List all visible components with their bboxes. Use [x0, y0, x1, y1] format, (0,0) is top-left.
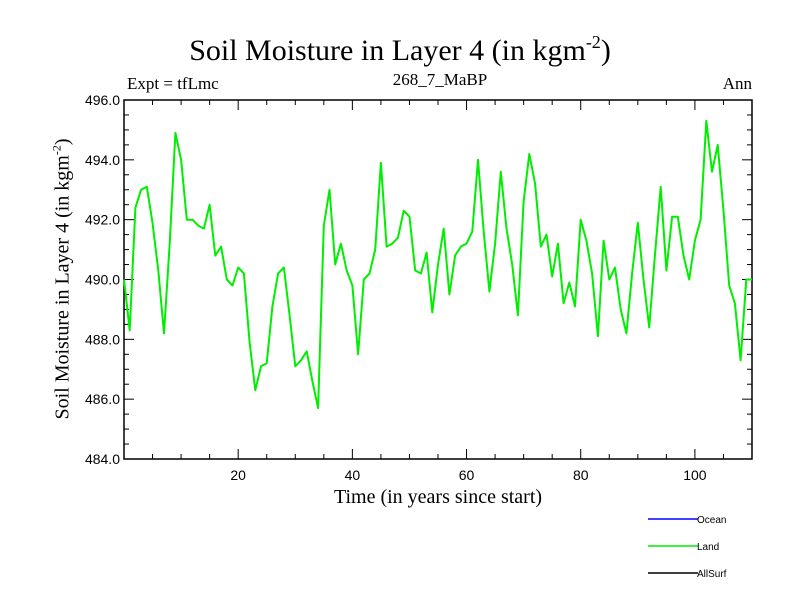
plot-frame	[123, 99, 753, 460]
series-group	[123, 119, 752, 410]
y-tick-label: 490.0	[85, 272, 120, 288]
x-tick-label: 60	[459, 467, 475, 483]
season-label: Ann	[722, 74, 752, 93]
axes: 484.0 486.0 488.0 490.0 492.0 494.0 496.0 20 40 6…	[85, 92, 753, 483]
y-tick-label: 494.0	[85, 152, 120, 168]
run-label: 268_7_MaBP	[392, 70, 488, 89]
legend-label-ocean: Ocean	[697, 515, 726, 526]
expt-label: Expt = tfLmc	[127, 74, 219, 93]
legend-label-land: Land	[697, 542, 719, 553]
chart-title: Soil Moisture in Layer 4 (in kgm-2)	[0, 32, 800, 68]
x-tick-label: 100	[683, 467, 707, 483]
x-tick-label: 20	[230, 467, 246, 483]
chart-title-text: Soil Moisture in Layer 4 (in kgm	[189, 34, 586, 67]
chart-title-exponent: -2	[585, 32, 601, 52]
y-tick-label: 488.0	[85, 331, 120, 347]
chart-title-close: )	[600, 34, 611, 67]
legend-label-allsurf: AllSurf	[697, 569, 727, 580]
series-line-land	[123, 119, 752, 410]
x-axis-label: Time (in years since start)	[333, 486, 543, 508]
legend: Ocean Land AllSurf	[648, 515, 727, 580]
x-tick-label: 80	[573, 467, 589, 483]
y-tick-label: 496.0	[85, 92, 120, 108]
y-tick-label: 484.0	[85, 451, 120, 467]
x-tick-label: 40	[345, 467, 361, 483]
y-tick-label: 486.0	[85, 391, 120, 407]
y-tick-label: 492.0	[85, 212, 120, 228]
